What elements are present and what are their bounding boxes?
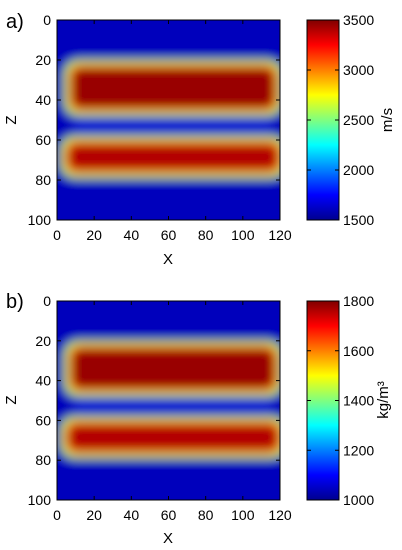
colorbar-b	[306, 300, 340, 501]
y-ticks-a: 0 20 40 60 80 100	[28, 12, 280, 228]
x-tick-label: 40	[124, 227, 140, 243]
x-tick-label: 40	[124, 507, 140, 523]
colorbar-tick-label: 1800	[343, 293, 374, 309]
colorbar-tick-label: 1400	[343, 393, 374, 409]
colorbar-tick-label: 1600	[343, 343, 374, 359]
x-tick-label: 120	[268, 227, 292, 243]
colorbar-tick-label: 2500	[343, 112, 374, 128]
panel-label-a: a)	[6, 11, 24, 33]
layer-2	[72, 116, 275, 134]
x-tick-label: 100	[231, 507, 255, 523]
x-tick-label: 100	[231, 227, 255, 243]
y-tick-label: 20	[35, 333, 51, 349]
x-axis-label-a: X	[163, 251, 173, 268]
y-tick-label: 40	[35, 92, 51, 108]
x-tick-label: 80	[198, 227, 214, 243]
y-tick-label: 20	[35, 52, 51, 68]
colorbar-tick-label: 3000	[343, 62, 374, 78]
y-tick-label: 60	[35, 412, 51, 428]
colorbar-a	[306, 19, 340, 221]
colorbar-ticks-a: 1500 2000 2500 3000 3500	[307, 12, 374, 228]
layer-2	[72, 396, 275, 415]
x-ticks-a: 0 20 40 60 80 100 120	[53, 20, 292, 243]
heatmap-field	[57, 20, 280, 220]
y-axis-label-b: Z	[3, 395, 20, 404]
colorbar-tick-label: 2000	[343, 162, 374, 178]
heatmap-b	[57, 301, 280, 500]
colorbar-tick-label: 3500	[343, 12, 374, 28]
layer-3	[68, 144, 279, 170]
colorbar-tick-label: 1500	[343, 212, 374, 228]
x-ticks-b: 0 20 40 60 80 100 120	[53, 301, 292, 523]
layer-3	[68, 424, 279, 451]
y-tick-label: 80	[35, 172, 51, 188]
heatmap-a	[57, 20, 280, 220]
colorbar-label-a: m/s	[379, 108, 396, 132]
layer-1	[72, 68, 275, 108]
y-tick-label: 40	[35, 373, 51, 389]
x-tick-label: 20	[86, 227, 102, 243]
colorbar-ticks-b: 1000 1200 1400 1600 1800	[307, 293, 374, 508]
x-tick-label: 60	[161, 507, 177, 523]
y-tick-label: 0	[43, 12, 51, 28]
layer-1	[72, 348, 275, 389]
y-tick-label: 80	[35, 452, 51, 468]
heatmap-field	[57, 301, 280, 500]
y-tick-label: 100	[28, 212, 52, 228]
y-tick-label: 100	[28, 492, 52, 508]
x-tick-label: 80	[198, 507, 214, 523]
panel-label-b: b)	[6, 291, 24, 313]
x-axis-label-b: X	[163, 530, 173, 547]
x-tick-label: 0	[53, 507, 61, 523]
y-tick-label: 0	[43, 293, 51, 309]
x-tick-label: 60	[161, 227, 177, 243]
colorbar-tick-label: 1000	[343, 492, 374, 508]
x-tick-label: 120	[268, 507, 292, 523]
y-tick-label: 60	[35, 132, 51, 148]
x-tick-label: 20	[86, 507, 102, 523]
y-ticks-b: 0 20 40 60 80 100	[28, 293, 280, 508]
panel-a: a) 0 20 40 60 80 100 120 0 20 40 60 80 100 X Z 1500…	[3, 11, 396, 268]
colorbar-tick-label: 1200	[343, 442, 374, 458]
panel-b: b) 0 20 40 60 80 100 120 0 20 40 60 80 100 X Z 1000…	[3, 291, 392, 547]
y-axis-label-a: Z	[3, 115, 20, 124]
x-tick-label: 0	[53, 227, 61, 243]
colorbar-label-b: kg/m³	[375, 381, 392, 419]
